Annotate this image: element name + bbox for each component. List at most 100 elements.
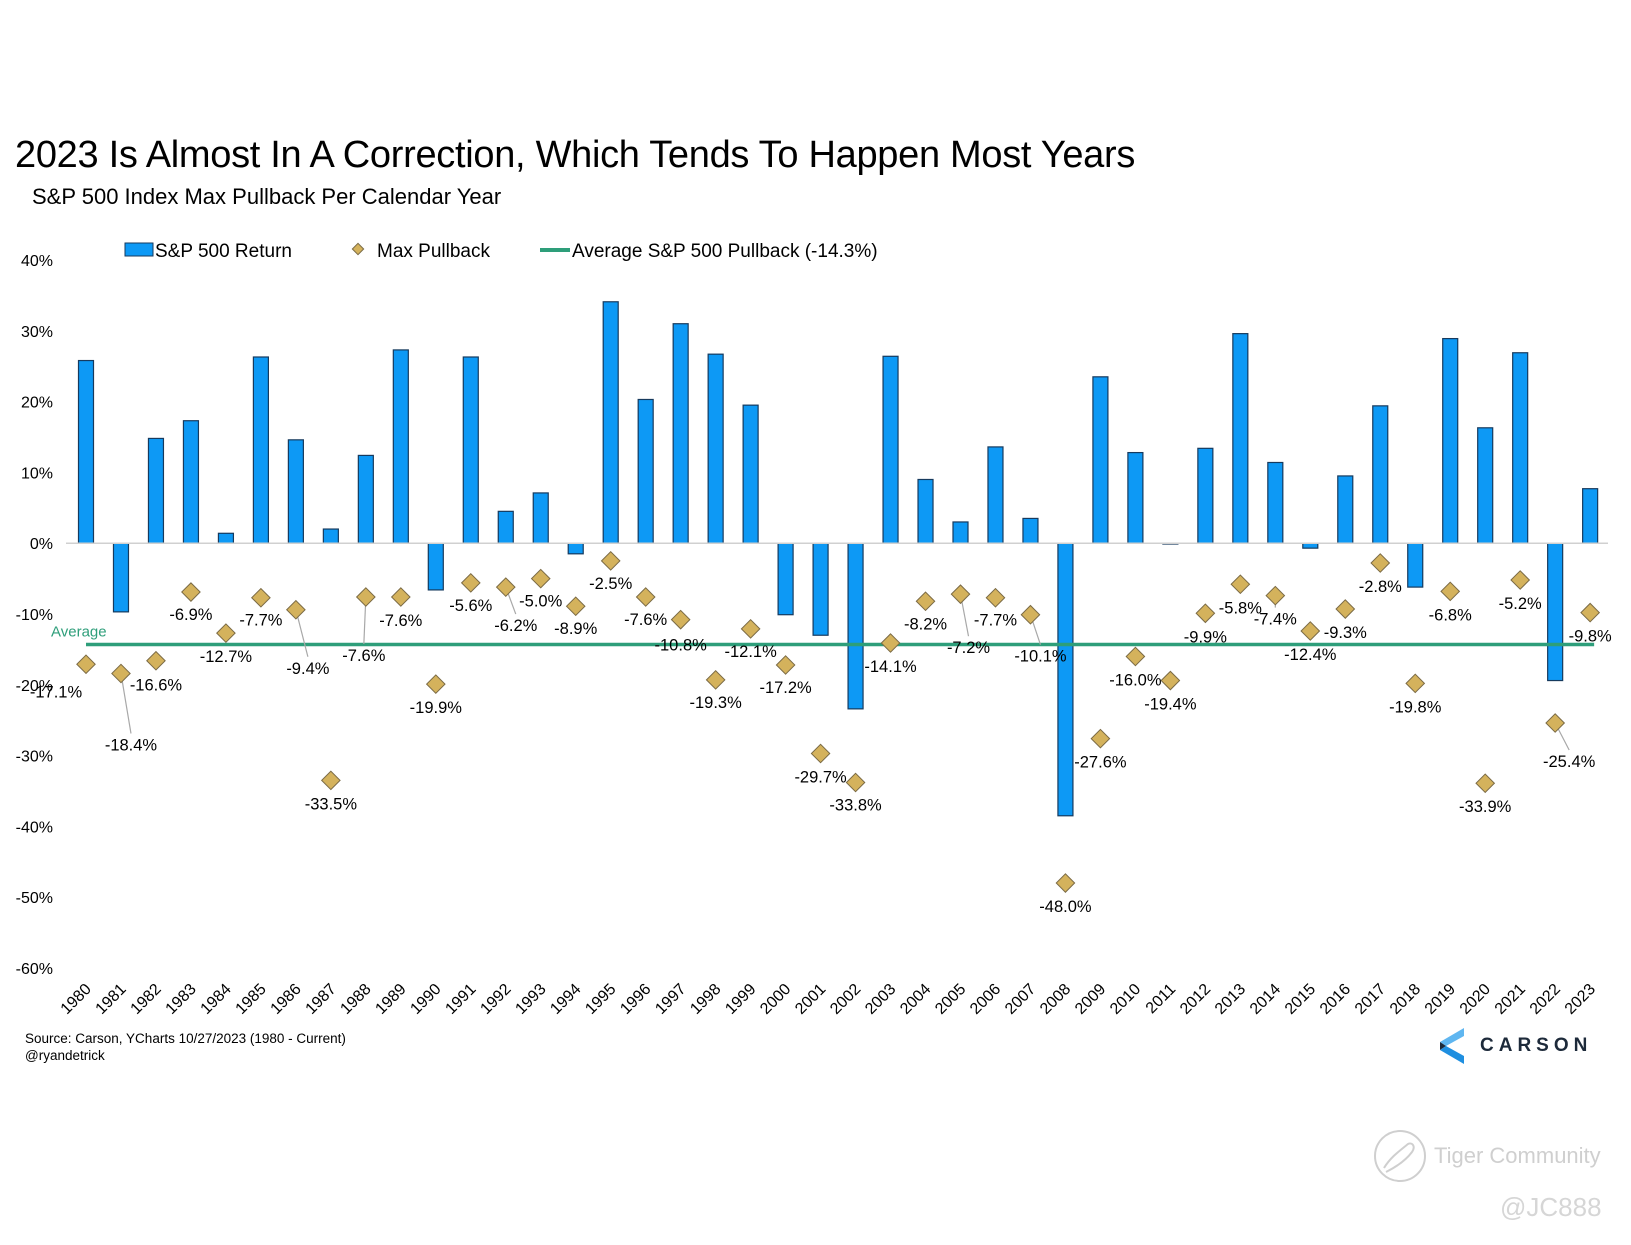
pullback-label-1988: -7.6% [342,647,385,665]
watermark: Tiger Community [1372,1128,1601,1184]
pullback-label-1985: -7.7% [239,612,282,630]
bar-1986 [287,439,304,544]
pullback-label-1994: -8.9% [554,620,597,638]
pullback-point-2018 [1405,673,1426,694]
x-tick-label: 1982 [128,981,165,1018]
x-tick-label: 2021 [1492,981,1529,1018]
pullback-label-2008: -48.0% [1039,898,1092,916]
x-tick-label: 2020 [1457,981,1494,1018]
carson-logo-text: CARSON [1480,1035,1593,1056]
pullback-point-2016 [1335,599,1356,619]
pullback-point-1992 [495,577,516,597]
bar-1984 [217,532,235,544]
pullback-point-2010 [1125,646,1146,667]
bar-1980 [77,359,95,544]
x-tick-label: 2023 [1562,981,1599,1018]
pullback-label-1991: -5.6% [449,597,492,615]
legend: S&P 500 Return Max Pullback Average S&P … [124,241,878,262]
pullback-point-2015 [1300,621,1321,641]
pullback-label-1993: -5.0% [519,593,562,611]
pullback-label-2012: -9.9% [1184,628,1227,646]
bar-1992 [497,510,514,544]
bar-1999 [742,404,759,544]
x-tick-label: 2013 [1212,981,1249,1018]
x-tick-label: 1984 [198,981,235,1018]
y-tick-label: 40% [21,253,53,270]
bars [77,301,1599,817]
pullback-point-2011 [1160,670,1181,691]
watermark-user: @JC888 [1500,1192,1602,1222]
pullback-label-2019: -6.8% [1429,606,1472,624]
y-tick-label: 20% [21,395,53,412]
x-tick-label: 2005 [932,981,969,1018]
x-tick-label: 2010 [1107,981,1144,1018]
bar-2007 [1022,517,1039,544]
pullback-label-2002: -33.8% [829,797,882,815]
x-tick-label: 1996 [617,981,654,1018]
x-tick-label: 1983 [163,981,200,1018]
x-tick-label: 2019 [1422,981,1459,1018]
pullback-point-2005 [950,584,971,605]
pullback-point-2000 [775,655,796,675]
legend-label-average: Average S&P 500 Pullback (-14.3%) [572,241,878,262]
legend-label-pullback: Max Pullback [377,241,490,262]
pullback-point-1999 [740,618,761,639]
bar-1996 [637,398,654,544]
pullback-point-1997 [670,609,691,630]
watermark-brand: Tiger Community [1434,1143,1601,1168]
bar-1988 [357,454,374,544]
pullback-point-2021 [1510,570,1531,590]
bar-2005 [952,521,969,544]
legend-swatch-return [124,242,154,257]
bar-2020 [1477,427,1494,544]
x-tick-label: 2002 [827,981,864,1018]
x-axis: 1980198119821983198419851986198719881989… [58,981,1599,1018]
carson-logo: CARSON [1440,1028,1592,1064]
pullback-label-2011: -19.4% [1144,696,1197,714]
x-tick-label: 2017 [1352,981,1389,1018]
bar-1983 [182,420,200,544]
pullback-label-1995: -2.5% [589,575,632,593]
pullback-label-2013: -5.8% [1219,599,1262,617]
pullback-point-2014 [1265,585,1286,606]
pullback-point-2023 [1580,602,1601,623]
bar-1985 [252,356,269,544]
pullback-label-2017: -2.8% [1359,578,1402,596]
x-tick-label: 2012 [1177,981,1214,1018]
bar-2001 [812,542,829,636]
chart-title: 2023 Is Almost In A Correction, Which Te… [15,134,1136,176]
y-tick-label: -10% [16,607,53,624]
x-tick-label: 1992 [477,981,514,1018]
bar-1981 [112,542,130,613]
pullback-label-1996: -7.6% [624,611,667,629]
x-tick-label: 1994 [547,981,584,1018]
pullback-point-1984 [216,623,236,644]
x-tick-label: 1987 [302,981,339,1018]
bar-2018 [1407,542,1424,588]
pullback-label-2010: -16.0% [1109,671,1162,689]
bar-2022 [1547,542,1564,682]
pullback-label-1981: -18.4% [105,736,158,754]
bar-2006 [987,446,1004,544]
pullback-label-2000: -17.2% [759,679,812,697]
bar-2021 [1512,352,1529,544]
bar-2003 [882,355,899,544]
x-tick-label: 1980 [58,981,95,1018]
x-tick-label: 1995 [582,981,619,1018]
bar-1991 [462,356,479,544]
x-tick-label: 2003 [862,981,899,1018]
pullback-point-2007 [1020,604,1041,625]
bar-2016 [1337,475,1354,544]
y-tick-label: -30% [16,749,53,766]
chart-subtitle: S&P 500 Index Max Pullback Per Calendar … [32,184,502,209]
pullback-point-1980 [76,654,96,675]
x-tick-label: 2014 [1247,981,1284,1018]
pullback-point-1989 [390,587,411,607]
legend-label-return: S&P 500 Return [155,241,292,262]
average-label: Average [51,623,107,640]
pullback-point-1982 [146,650,166,671]
x-tick-label: 2022 [1527,981,1564,1018]
pullback-label-2023: -9.8% [1569,628,1612,646]
x-tick-label: 2011 [1143,981,1179,1017]
